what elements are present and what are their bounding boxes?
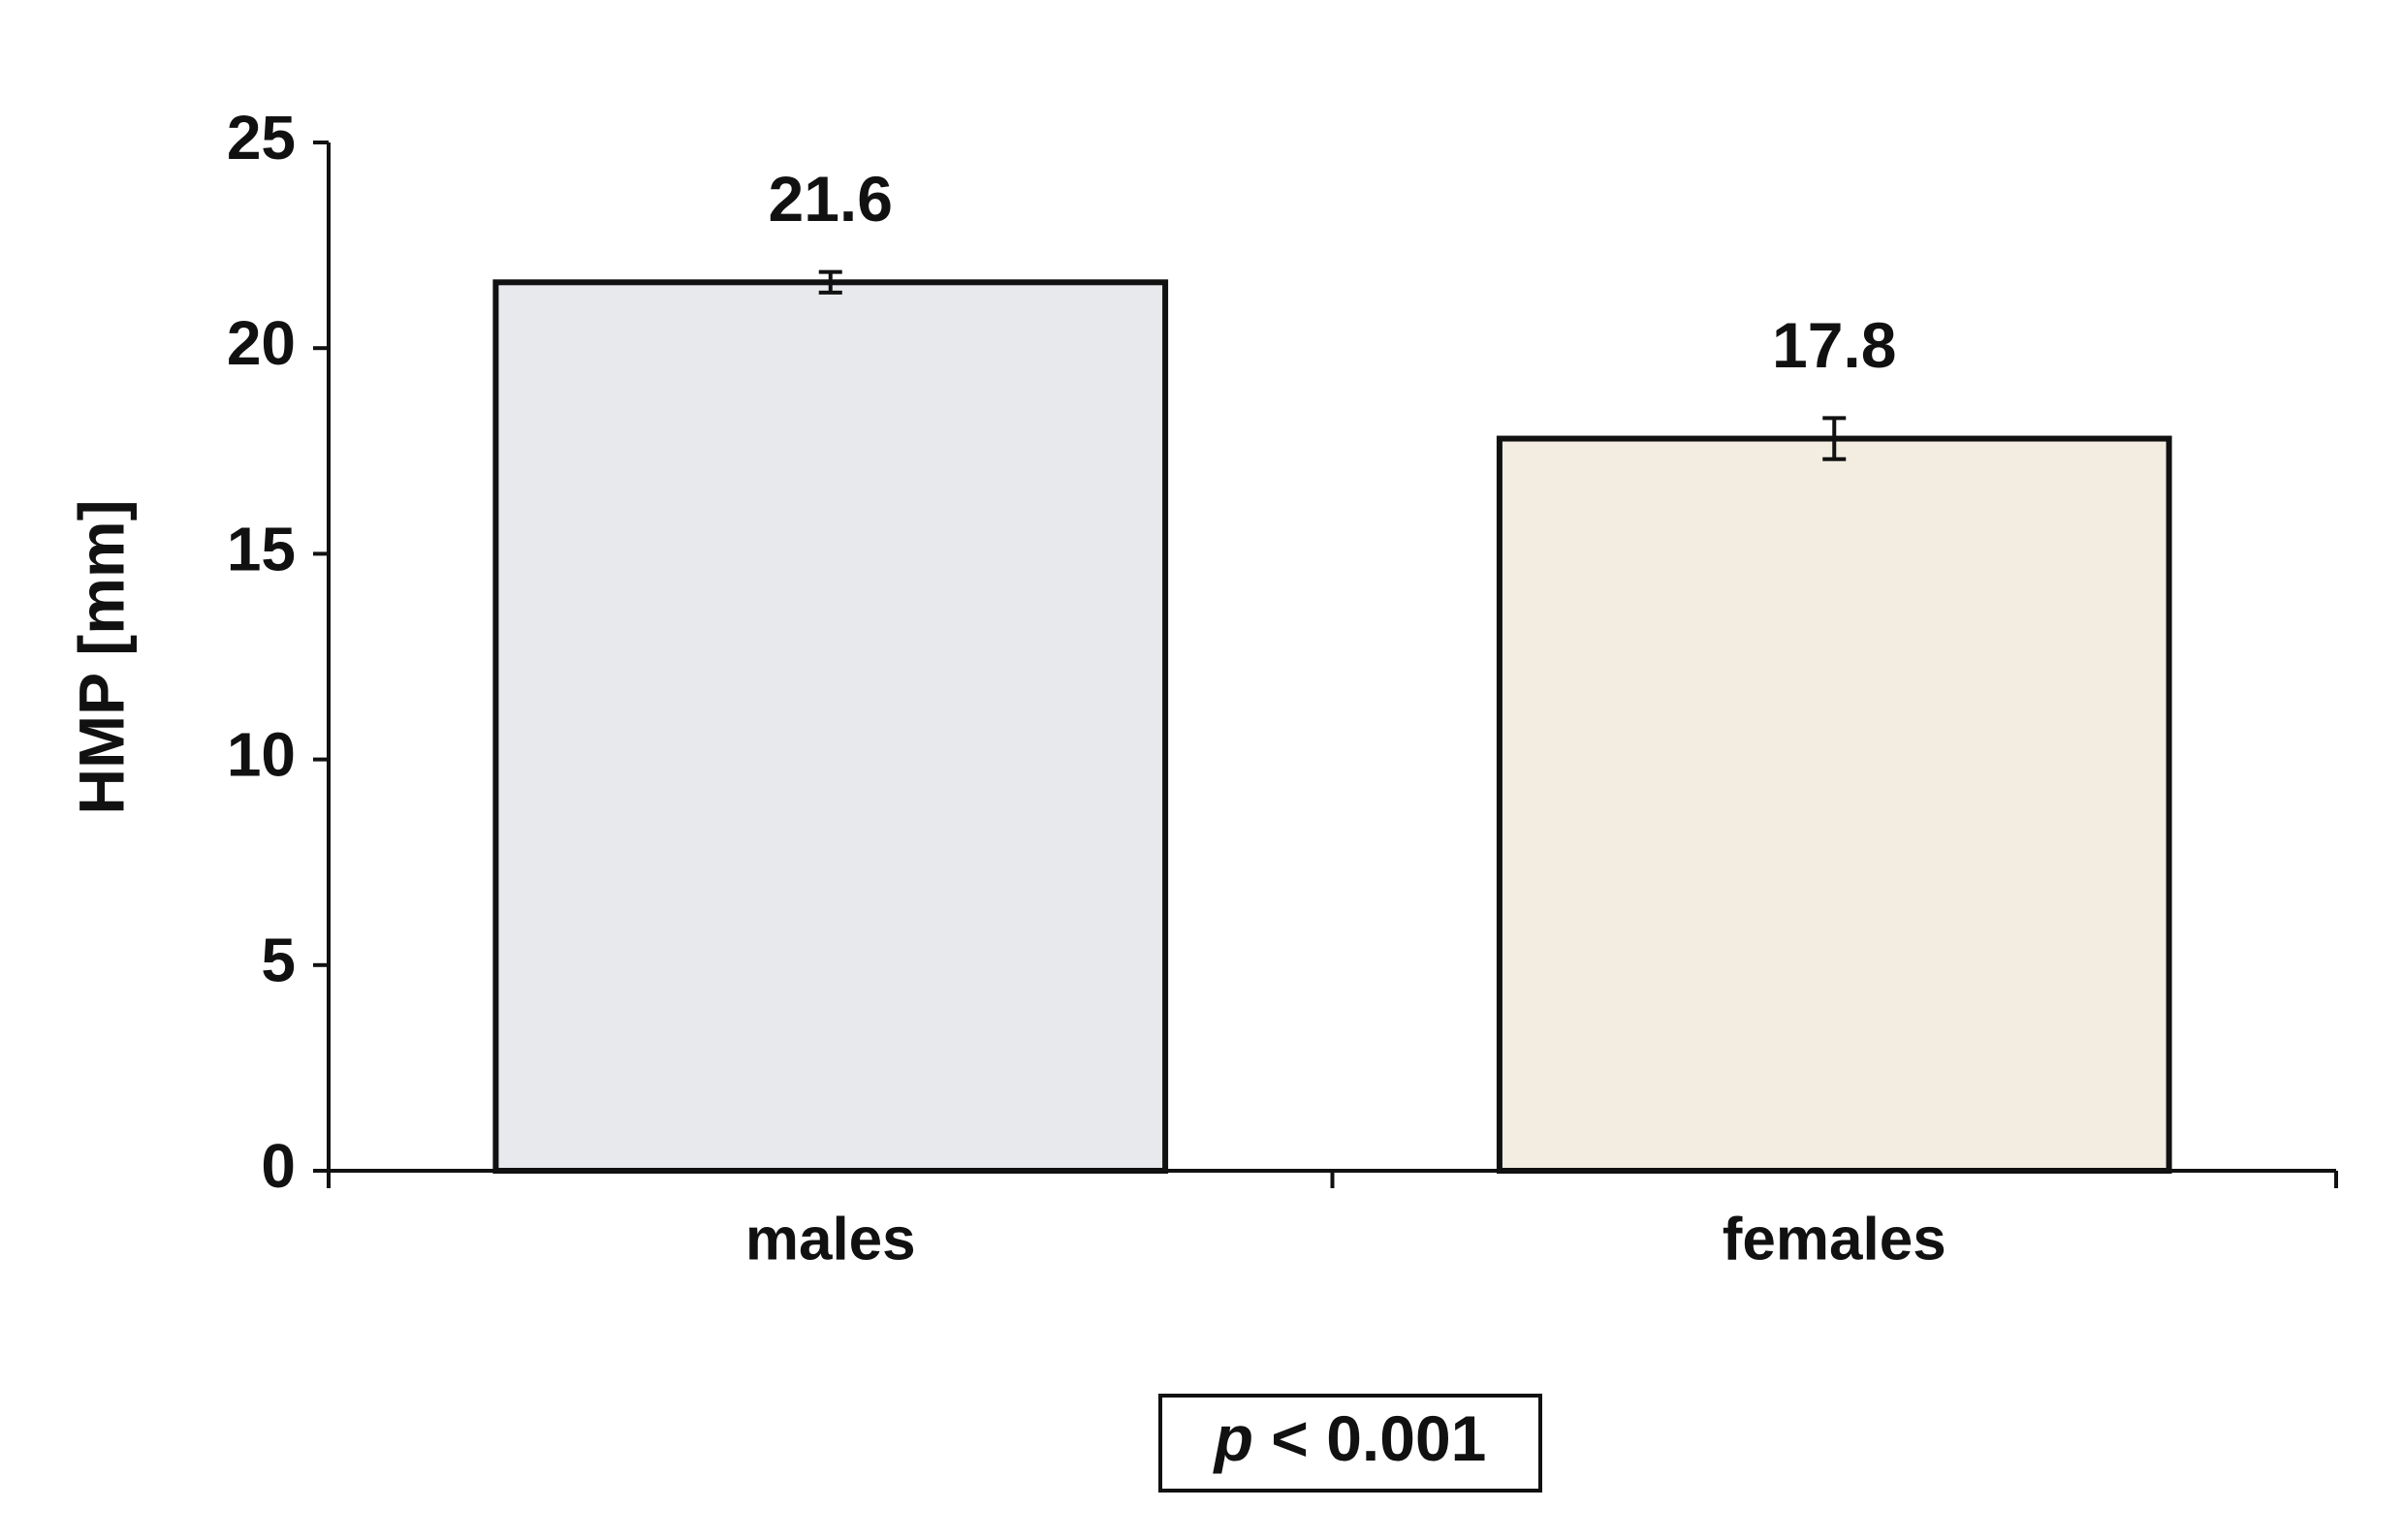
y-tick-label: 10 (227, 720, 296, 790)
annotation: p < 0.001 (1213, 1402, 1487, 1474)
x-tick-label: females (1723, 1206, 1946, 1273)
y-tick-label: 20 (227, 308, 296, 378)
y-tick-label: 5 (261, 926, 296, 995)
error-bar (818, 269, 842, 295)
x-tick-label: males (745, 1206, 916, 1273)
y-axis-label: HMP [mm] (65, 499, 137, 814)
annotation-box (1158, 1394, 1542, 1493)
y-tick-label: 25 (227, 103, 296, 173)
y-tick-label: 0 (261, 1131, 296, 1201)
value-label: 17.8 (1772, 309, 1896, 381)
error-bar (1822, 416, 1847, 461)
bar (1496, 435, 2172, 1174)
value-label: 21.6 (769, 163, 893, 235)
y-tick-label: 15 (227, 514, 296, 583)
bar (492, 279, 1169, 1174)
